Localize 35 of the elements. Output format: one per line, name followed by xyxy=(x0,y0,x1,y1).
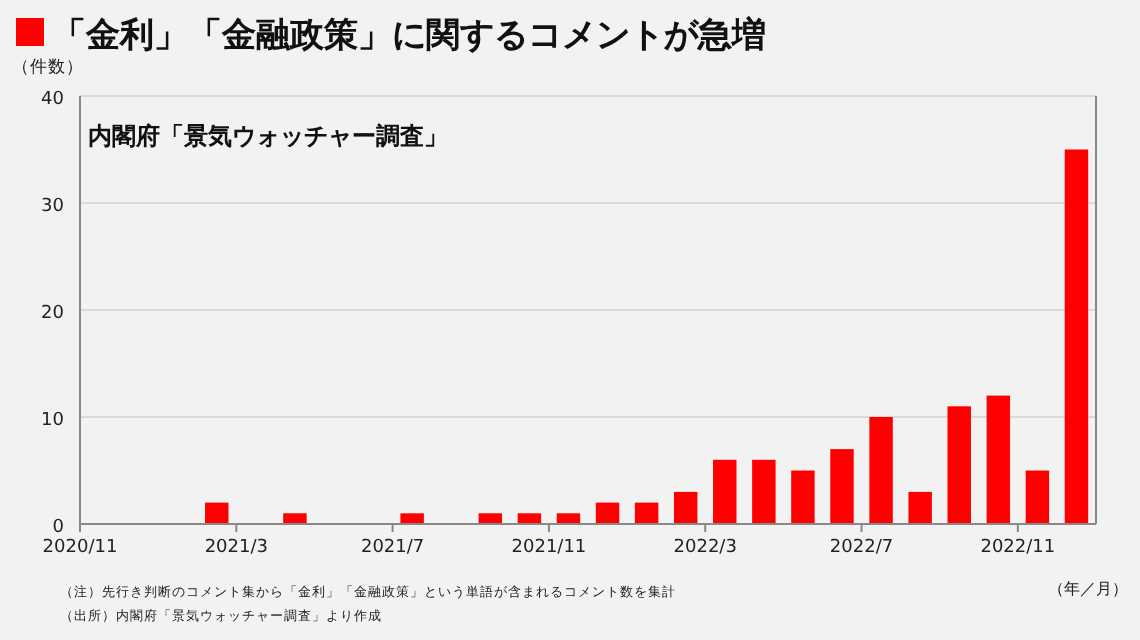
x-axis-title: （年／月） xyxy=(1048,580,1128,598)
x-tick-label: 2021/11 xyxy=(511,538,587,558)
x-tick-label: 2022/11 xyxy=(980,538,1056,558)
bar xyxy=(947,406,971,524)
bar xyxy=(1025,470,1050,524)
bar xyxy=(400,513,424,524)
x-tick-label: 2021/3 xyxy=(204,538,268,558)
bar xyxy=(830,449,854,524)
bar xyxy=(478,513,503,524)
bar xyxy=(791,470,815,524)
y-tick-label: 10 xyxy=(41,411,65,431)
y-tick-label: 0 xyxy=(52,518,65,538)
x-tick-label: 2020/11 xyxy=(42,538,118,558)
chart-title: 「金利」「金融政策」に関するコメントが急増 xyxy=(52,14,766,56)
bar xyxy=(1064,149,1089,524)
x-tick-label: 2022/7 xyxy=(829,538,894,558)
y-axis-title: （件数） xyxy=(12,56,84,78)
bar xyxy=(283,513,307,524)
bar xyxy=(869,417,893,524)
bar xyxy=(634,502,659,524)
x-tick-label: 2021/7 xyxy=(360,538,425,558)
bar xyxy=(595,502,620,524)
y-tick-label: 30 xyxy=(41,197,65,217)
bar xyxy=(752,459,776,524)
bar xyxy=(713,459,737,524)
bar xyxy=(908,491,932,524)
x-tick-label: 2022/3 xyxy=(673,538,737,558)
bar xyxy=(986,395,1011,524)
y-tick-label: 20 xyxy=(41,304,65,324)
bar xyxy=(556,513,581,524)
y-tick-label: 40 xyxy=(41,90,65,110)
bar xyxy=(673,491,698,524)
text: 内閣府「景気ウォッチャー調査」 xyxy=(88,122,448,150)
bar xyxy=(205,502,229,524)
bar xyxy=(517,513,542,524)
